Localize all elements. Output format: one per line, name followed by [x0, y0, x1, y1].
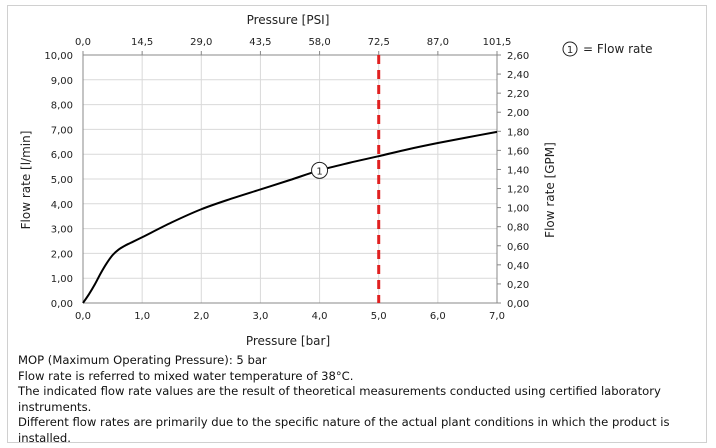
notes-block: MOP (Maximum Operating Pressure): 5 bar …: [18, 353, 698, 447]
x-tick-label: 4,0: [312, 311, 328, 322]
x-tick-label: 7,0: [489, 311, 505, 322]
y2-tick-label: 0,80: [507, 223, 529, 234]
axes: 0,00 1,00 2,00 3,00 4,00 5,00 6,00 7,00 8,00 9,00…: [44, 37, 529, 322]
legend: 1 = Flow rate: [562, 41, 652, 57]
legend-marker-circle: [562, 41, 578, 57]
series-marker-circle: [311, 161, 329, 179]
y-tick-label: 1,00: [51, 274, 73, 285]
legend-text: = Flow rate: [583, 42, 652, 56]
y-tick-label: 6,00: [51, 150, 73, 161]
x2-tick-label: 29,0: [190, 37, 212, 48]
note-plant-conditions: Different flow rates are primarily due t…: [18, 415, 670, 445]
y2-tick-label: 1,60: [507, 146, 529, 157]
x-axis-label: Pressure [bar]: [246, 334, 330, 348]
y2-axis-label: Flow rate [GPM]: [543, 142, 557, 238]
chart-frame: [7, 5, 707, 443]
x-tick-label: 0,0: [75, 311, 91, 322]
y-tick-label: 9,00: [51, 76, 73, 87]
x-tick-label: 2,0: [193, 311, 209, 322]
x-tick-label: 1,0: [134, 311, 150, 322]
y2-tick-label: 0,20: [507, 280, 529, 291]
note-mop: MOP (Maximum Operating Pressure): 5 bar: [18, 353, 267, 367]
x2-tick-label: 14,5: [131, 37, 153, 48]
y-tick-label: 4,00: [51, 200, 73, 211]
y-tick-label: 5,00: [51, 175, 73, 186]
x-tick-label: 3,0: [252, 311, 268, 322]
x2-tick-label: 43,5: [249, 37, 271, 48]
y-tick-label: 10,00: [44, 51, 73, 62]
y-tick-label: 8,00: [51, 101, 73, 112]
note-measurements: The indicated flow rate values are the r…: [18, 384, 661, 414]
x2-tick-label: 72,5: [368, 37, 390, 48]
y2-tick-label: 0,60: [507, 242, 529, 253]
x2-tick-label: 0,0: [75, 37, 91, 48]
y2-tick-label: 2,40: [507, 70, 529, 81]
y2-tick-label: 1,40: [507, 165, 529, 176]
flow-rate-line: [82, 130, 498, 304]
y2-tick-label: 2,60: [507, 51, 529, 62]
y2-tick-label: 1,20: [507, 185, 529, 196]
note-temperature: Flow rate is referred to mixed water tem…: [18, 368, 354, 383]
y2-tick-label: 2,20: [507, 89, 529, 100]
axis-labels: Pressure [bar] Pressure [PSI] Flow rate …: [19, 13, 557, 348]
y-axis-label: Flow rate [l/min]: [19, 131, 33, 230]
y-tick-label: 3,00: [51, 225, 73, 236]
x-tick-label: 5,0: [371, 311, 387, 322]
legend-marker-number: 1: [567, 45, 573, 56]
series-marker-number: 1: [316, 166, 322, 177]
x-tick-label: 6,0: [430, 311, 446, 322]
y2-tick-label: 1,80: [507, 127, 529, 138]
y2-tick-label: 0,00: [507, 299, 529, 310]
x2-tick-label: 101,5: [483, 37, 512, 48]
x2-tick-label: 58,0: [308, 37, 330, 48]
flow-rate-chart: 0,00 1,00 2,00 3,00 4,00 5,00 6,00 7,00 8,00 9,00…: [19, 13, 652, 348]
y2-tick-label: 1,00: [507, 204, 529, 215]
series-layer: 1: [82, 55, 498, 304]
x2-tick-label: 87,0: [427, 37, 449, 48]
y-tick-label: 2,00: [51, 249, 73, 260]
y-tick-label: 0,00: [51, 299, 73, 310]
x2-axis-label: Pressure [PSI]: [247, 13, 330, 27]
y2-tick-label: 0,40: [507, 261, 529, 272]
y-tick-label: 7,00: [51, 125, 73, 136]
y2-tick-label: 2,00: [507, 108, 529, 119]
